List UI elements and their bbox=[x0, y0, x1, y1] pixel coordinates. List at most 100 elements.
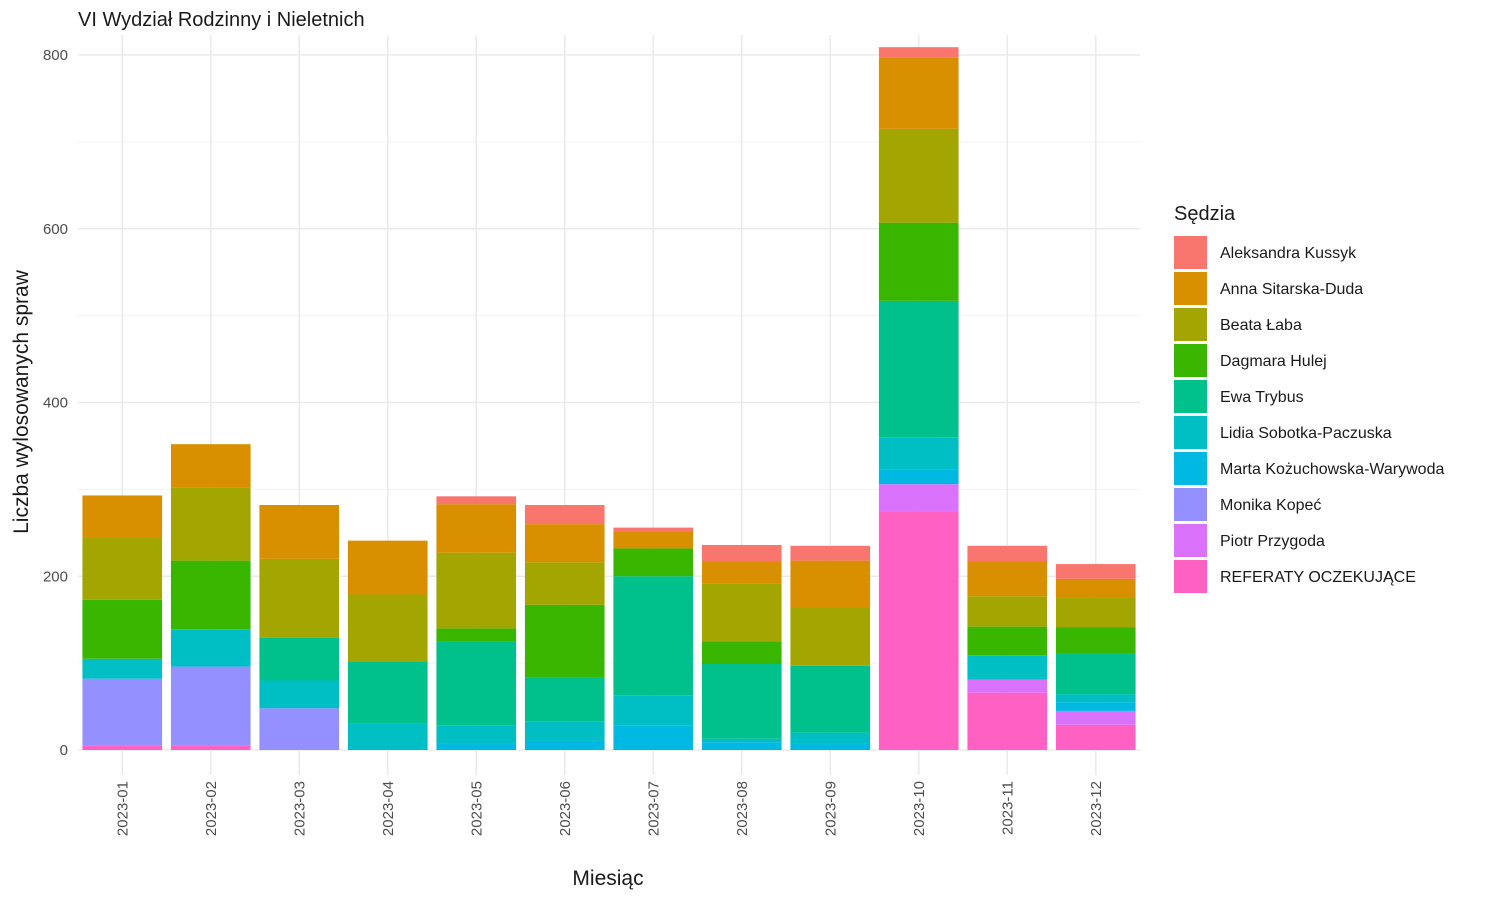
bar-segment bbox=[878, 300, 959, 438]
y-tick-label: 200 bbox=[43, 568, 68, 585]
y-axis-title: Liczba wylosowanych spraw bbox=[10, 269, 33, 534]
bar-segment bbox=[524, 505, 605, 525]
chart-title: VI Wydział Rodzinny i Nieletnich bbox=[78, 9, 365, 31]
legend-swatch bbox=[1174, 236, 1207, 269]
bar-segment bbox=[790, 665, 871, 733]
bar-segment bbox=[82, 745, 163, 750]
bar-segment bbox=[878, 128, 959, 223]
bar-segment bbox=[170, 487, 251, 561]
bar-segment bbox=[82, 538, 163, 600]
bar-segment bbox=[701, 561, 782, 584]
bar-segment bbox=[259, 637, 340, 681]
bar-segment bbox=[436, 628, 517, 642]
legend-label: Aleksandra Kussyk bbox=[1220, 245, 1357, 262]
bar-segment bbox=[347, 594, 428, 662]
x-tick-label: 2023-12 bbox=[1088, 781, 1105, 836]
legend-swatch bbox=[1174, 344, 1207, 377]
legend-swatch bbox=[1174, 524, 1207, 557]
bar-segment bbox=[436, 504, 517, 553]
legend-swatch bbox=[1174, 488, 1207, 521]
y-axis-ticks: 0 200 400 600 800 bbox=[43, 47, 68, 759]
bar-segment bbox=[524, 740, 605, 750]
bar-segment bbox=[790, 560, 871, 608]
bar-segment bbox=[82, 678, 163, 746]
bar-segment bbox=[701, 641, 782, 664]
bar-segment bbox=[170, 666, 251, 746]
x-tick-label: 2023-11 bbox=[999, 781, 1016, 835]
bar-segment bbox=[259, 505, 340, 559]
bar-segment bbox=[967, 655, 1048, 680]
x-tick-label: 2023-09 bbox=[822, 781, 839, 836]
bar-segment bbox=[82, 599, 163, 659]
bar-segment bbox=[524, 524, 605, 563]
bar-segment bbox=[613, 695, 694, 726]
x-tick-label: 2023-07 bbox=[645, 781, 662, 836]
bar-segment bbox=[1055, 724, 1136, 750]
bar-segment bbox=[170, 444, 251, 488]
bar-segment bbox=[967, 679, 1048, 693]
bar-segment bbox=[967, 545, 1048, 562]
legend-label: Lidia Sobotka-Paczuska bbox=[1220, 425, 1392, 442]
bar-segment bbox=[347, 661, 428, 724]
bar-segment bbox=[613, 527, 694, 532]
bar-segment bbox=[790, 743, 871, 750]
bar-segment bbox=[259, 558, 340, 638]
legend-label: Beata Łaba bbox=[1220, 317, 1302, 334]
x-tick-label: 2023-05 bbox=[468, 781, 485, 836]
bar-segment bbox=[967, 626, 1048, 656]
legend-swatch bbox=[1174, 416, 1207, 449]
bar-segment bbox=[436, 725, 517, 744]
bar-segment bbox=[613, 548, 694, 577]
bar-segment bbox=[790, 732, 871, 744]
bar-segment bbox=[878, 57, 959, 129]
bar-segment bbox=[170, 629, 251, 667]
x-axis-title: Miesiąc bbox=[572, 867, 643, 890]
x-tick-label: 2023-08 bbox=[734, 781, 751, 836]
bar-segment bbox=[1055, 627, 1136, 654]
bar-segment bbox=[790, 607, 871, 666]
x-axis-ticks: 2023-01 2023-02 2023-03 2023-04 2023-05 2023-… bbox=[114, 781, 1105, 836]
bar-segment bbox=[613, 531, 694, 549]
bar-segment bbox=[701, 738, 782, 743]
bar-segment bbox=[436, 552, 517, 629]
legend-label: Monika Kopeć bbox=[1220, 497, 1321, 514]
x-tick-label: 2023-06 bbox=[557, 781, 574, 836]
bar-segment bbox=[524, 677, 605, 722]
bar-segment bbox=[524, 604, 605, 678]
bar-segment bbox=[82, 495, 163, 539]
bar-segment bbox=[347, 723, 428, 750]
x-tick-label: 2023-02 bbox=[203, 781, 220, 836]
legend-label: Ewa Trybus bbox=[1220, 389, 1304, 406]
bar-segment bbox=[701, 544, 782, 562]
bar-segment bbox=[878, 47, 959, 58]
x-tick-label: 2023-04 bbox=[380, 781, 397, 836]
bar-segment bbox=[170, 745, 251, 750]
legend-swatch bbox=[1174, 308, 1207, 341]
bar-segment bbox=[967, 596, 1048, 627]
x-tick-label: 2023-03 bbox=[291, 781, 308, 836]
bar-segment bbox=[878, 222, 959, 301]
bar-segment bbox=[1055, 710, 1136, 725]
bar-segment bbox=[790, 545, 871, 561]
y-tick-label: 600 bbox=[43, 221, 68, 238]
bar-segment bbox=[259, 680, 340, 709]
y-tick-label: 400 bbox=[43, 395, 68, 412]
legend-label: Piotr Przygoda bbox=[1220, 533, 1325, 550]
bars bbox=[82, 47, 1136, 750]
bar-segment bbox=[701, 663, 782, 739]
bar-segment bbox=[967, 692, 1048, 750]
bar-segment bbox=[436, 496, 517, 505]
bar-segment bbox=[1055, 702, 1136, 711]
bar-segment bbox=[1055, 564, 1136, 579]
bar-segment bbox=[878, 484, 959, 512]
legend-swatch bbox=[1174, 380, 1207, 413]
bar-segment bbox=[613, 725, 694, 750]
bar-segment bbox=[1055, 578, 1136, 598]
legend-label: Dagmara Hulej bbox=[1220, 353, 1327, 370]
y-tick-label: 0 bbox=[60, 742, 68, 759]
bar-segment bbox=[1055, 653, 1136, 695]
bar-segment bbox=[436, 743, 517, 750]
bar-segment bbox=[524, 721, 605, 741]
legend-label: REFERATY OCZEKUJĄCE bbox=[1220, 569, 1416, 586]
bar-segment bbox=[436, 641, 517, 726]
